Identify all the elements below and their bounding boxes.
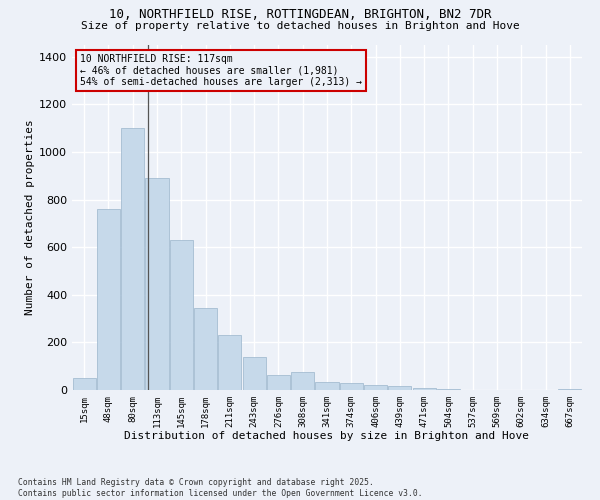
Bar — [73, 378, 95, 390]
Bar — [291, 372, 314, 390]
Y-axis label: Number of detached properties: Number of detached properties — [25, 120, 35, 316]
Bar — [194, 308, 217, 390]
Bar — [413, 388, 436, 390]
Bar — [145, 178, 169, 390]
Bar — [316, 382, 338, 390]
Bar — [364, 385, 387, 390]
Bar — [267, 374, 290, 390]
Bar — [242, 356, 266, 390]
Bar — [388, 386, 412, 390]
Bar — [437, 389, 460, 390]
Text: Size of property relative to detached houses in Brighton and Hove: Size of property relative to detached ho… — [80, 21, 520, 31]
Bar — [121, 128, 144, 390]
X-axis label: Distribution of detached houses by size in Brighton and Hove: Distribution of detached houses by size … — [125, 432, 530, 442]
Text: 10 NORTHFIELD RISE: 117sqm
← 46% of detached houses are smaller (1,981)
54% of s: 10 NORTHFIELD RISE: 117sqm ← 46% of deta… — [80, 54, 362, 87]
Bar — [170, 240, 193, 390]
Text: Contains HM Land Registry data © Crown copyright and database right 2025.
Contai: Contains HM Land Registry data © Crown c… — [18, 478, 422, 498]
Bar — [340, 383, 363, 390]
Text: 10, NORTHFIELD RISE, ROTTINGDEAN, BRIGHTON, BN2 7DR: 10, NORTHFIELD RISE, ROTTINGDEAN, BRIGHT… — [109, 8, 491, 20]
Bar — [559, 389, 581, 390]
Bar — [218, 336, 241, 390]
Bar — [97, 209, 120, 390]
